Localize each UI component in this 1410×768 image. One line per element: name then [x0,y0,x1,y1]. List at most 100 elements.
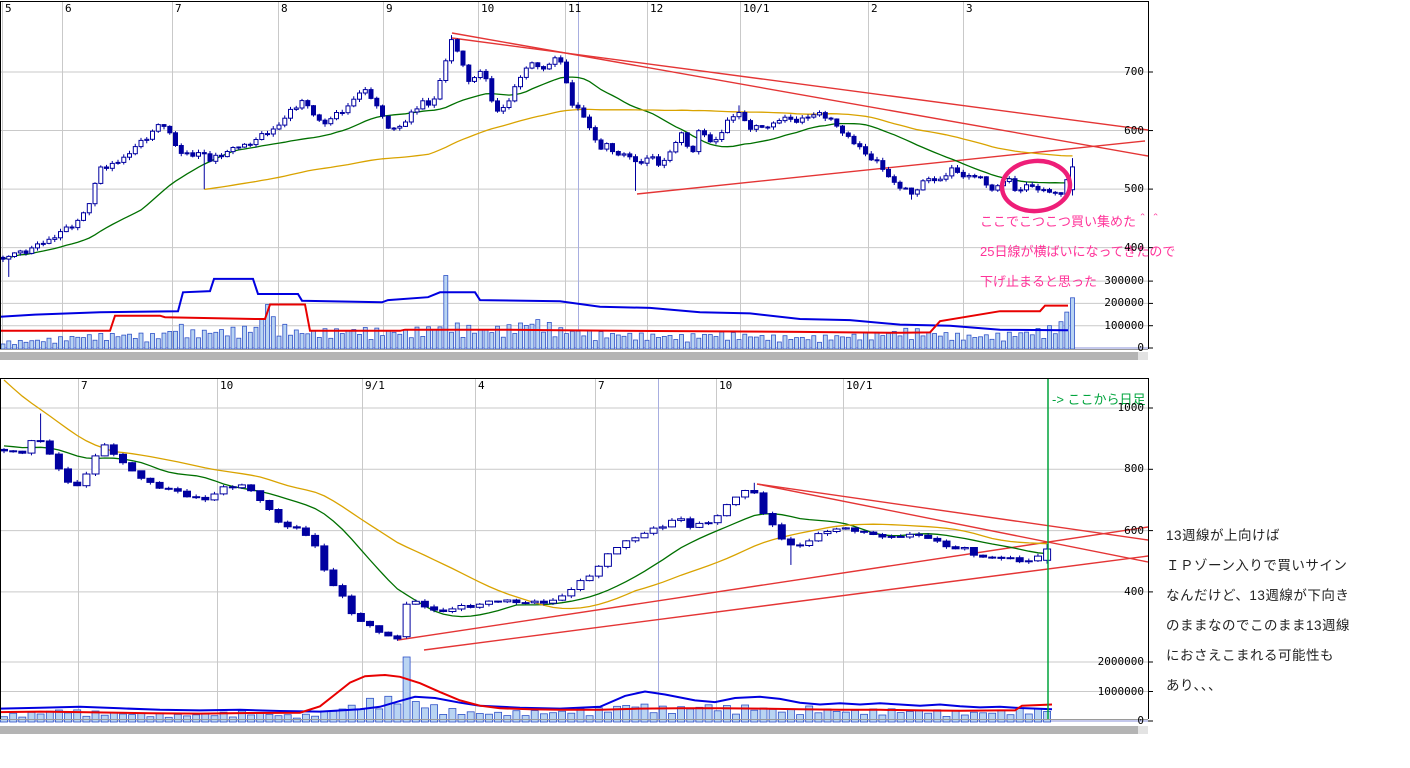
volume-bar [45,710,54,723]
volume-bar [282,323,288,350]
volume-bar [356,708,365,723]
volume-bar [644,339,650,350]
candle-body-up [512,86,518,102]
candle-body-up [1006,178,1012,182]
candle-body-down [558,57,564,63]
candle-body-up [817,112,822,116]
candle-body-up [75,219,81,229]
volume-ma-line-red [0,673,1053,715]
candle-body-up [127,153,132,158]
candle-body-down [891,176,897,183]
volume-bar [1029,334,1035,350]
volume-bar [35,339,40,350]
candle-body-up [696,130,702,153]
annotation-daily-from-here: -> ここから日足 [1052,392,1146,407]
candle-body-up [725,119,730,134]
candle-body-down [274,509,283,523]
candle-body-up [334,112,339,120]
candle-body-up [477,70,483,79]
volume-bar [719,331,725,350]
volume-bar [477,329,483,350]
volume-bar [960,714,969,723]
candle-body-down [989,184,995,191]
volume-bar [576,708,585,723]
candle-body-up [472,77,477,82]
volume-bar [443,275,449,350]
candle-body-up [230,147,236,153]
candle-body-up [552,57,558,65]
x-axis-label-10/1: 10/1 [743,2,770,15]
volume-bar [915,710,923,723]
candle-body-up [650,156,656,159]
x-axis-label-3: 3 [966,2,973,15]
volume-bar [494,711,503,723]
volume-bar [1035,327,1041,350]
volume-bar [845,336,851,350]
candle-body-down [380,105,385,117]
candle-body-up [485,600,493,605]
candle-body-down [942,540,951,548]
candle-body-up [841,527,850,530]
candle-body-down [851,527,859,532]
candle-body-down [119,453,127,464]
volume-bar [932,333,937,350]
volume-bar [840,336,845,350]
candle-body-down [874,159,880,162]
volume-bar [196,337,201,350]
candle-body-up [567,589,576,597]
volume-bar [604,337,610,350]
annotation-accumulate-note: ここでこつこつ買い集めた＾＾ [980,214,1163,229]
volume-bar [765,339,771,350]
candle-body-up [210,493,219,501]
candle-body-up [35,243,40,249]
candle-body-up [518,76,523,88]
candle-body-down [347,595,356,615]
weekly-scrollbar-thumb[interactable] [0,726,1138,734]
daily-scrollbar[interactable] [0,352,1148,360]
volume-bar [796,714,804,723]
candle-body-down [137,470,146,479]
candle-body-down [777,524,786,540]
volume-bar [454,322,460,350]
volume-bar [742,333,748,350]
volume-bar [949,339,955,350]
volume-bar [521,715,530,723]
candle-body-down [73,481,82,487]
side-note-line-2: ＩＰゾーン入りで買いサイン [1166,558,1348,573]
volume-bar [966,334,972,350]
candle-body-up [17,250,23,254]
candle-body-down [167,125,173,134]
candle-body-down [627,153,633,158]
candle-body-down [454,39,460,52]
daily-scrollbar-thumb[interactable] [0,352,1138,360]
candle-body-down [979,554,988,558]
x-axis-label-11: 11 [568,2,582,15]
volume-bar [771,334,776,350]
volume-bar [933,709,942,723]
volume-bar [736,339,742,350]
volume-bar [247,714,256,723]
ma-line-long [204,108,1073,191]
volume-bar [23,341,29,350]
candle-body-up [411,600,420,605]
y-axis-label-600: 600 [1124,524,1144,537]
candle-body-up [704,522,713,525]
volume-bar [347,704,356,723]
volume-bar [891,330,897,350]
candle-body-up [832,528,841,532]
volume-bar [485,713,493,723]
volume-bar [201,713,210,723]
volume-bar [575,330,581,350]
volume-bar [787,708,795,723]
candle-body-up [58,231,63,239]
candle-body-down [794,118,799,123]
candle-body-down [690,145,696,153]
candle-body-up [184,152,190,155]
volume-bar [713,710,722,723]
volume-bar [299,333,305,350]
candle-body-up [402,603,411,638]
candle-body-up [293,107,299,110]
weekly-scrollbar[interactable] [0,726,1148,734]
volume-bar [828,339,834,350]
candle-body-down [45,440,54,455]
